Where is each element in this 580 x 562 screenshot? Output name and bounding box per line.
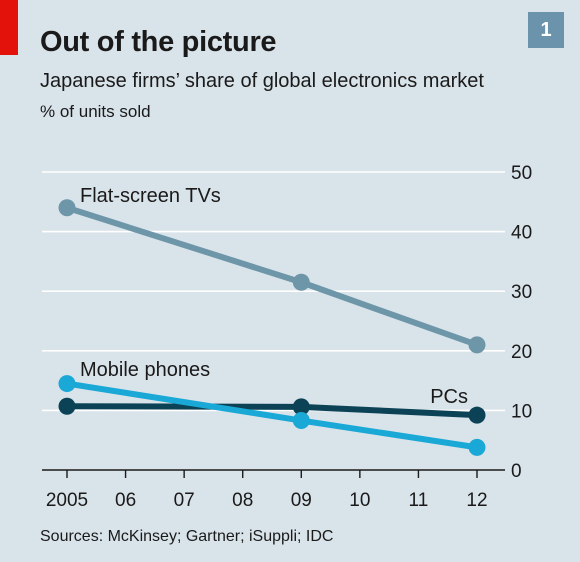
y-tick-label-10: 10 [511,401,532,422]
flat-screen-tvs-point-2012 [468,336,486,354]
y-axis: 0 10 20 30 40 50 [511,163,532,482]
chart-title: Out of the picture [40,26,277,58]
x-tick-label-2009: 09 [291,490,312,511]
red-corner-tag [0,0,18,55]
flat-screen-tvs-point-2009 [292,273,310,291]
gridlines [42,171,505,412]
x-tick-label-2008: 08 [232,490,253,511]
x-axis: 2005 06 07 08 09 10 11 12 [42,469,505,511]
chart-number-badge: 1 [528,12,564,48]
mobile-phones-point-2005 [58,375,76,393]
y-tick-label-0: 0 [511,461,522,482]
mobile-phones-label: Mobile phones [80,359,210,381]
y-tick-label-20: 20 [511,342,532,363]
unit-label: % of units sold [40,102,151,121]
mobile-phones-line [64,380,480,451]
x-tick-label-2007: 07 [174,490,195,511]
x-tick-label-2005: 2005 [46,490,88,511]
x-tick-label-2006: 06 [115,490,136,511]
y-tick-label-30: 30 [511,282,532,303]
source-note: Sources: McKinsey; Gartner; iSuppli; IDC [40,528,334,545]
mobile-phones-point-2012 [468,438,486,456]
pcs-point-2009 [292,398,310,416]
series-group [58,199,486,456]
y-tick-label-50: 50 [511,163,532,184]
x-tick-label-2012: 12 [466,490,487,511]
mobile-phones-point-2009 [292,412,310,430]
pcs-point-2012 [468,406,486,424]
x-tick-label-2010: 10 [349,490,370,511]
y-tick-label-40: 40 [511,223,532,244]
x-tick-label-2011: 11 [409,490,429,511]
pcs-point-2005 [58,397,76,415]
flat-screen-tvs-point-2005 [58,199,76,217]
flat-screen-tvs-line [64,204,480,348]
flat-screen-tvs-label: Flat-screen TVs [80,185,221,207]
series-labels: Flat-screen TVs Mobile phones PCs [80,185,468,408]
pcs-label: PCs [430,386,468,408]
chart-subtitle: Japanese firms’ share of global electron… [40,70,484,92]
